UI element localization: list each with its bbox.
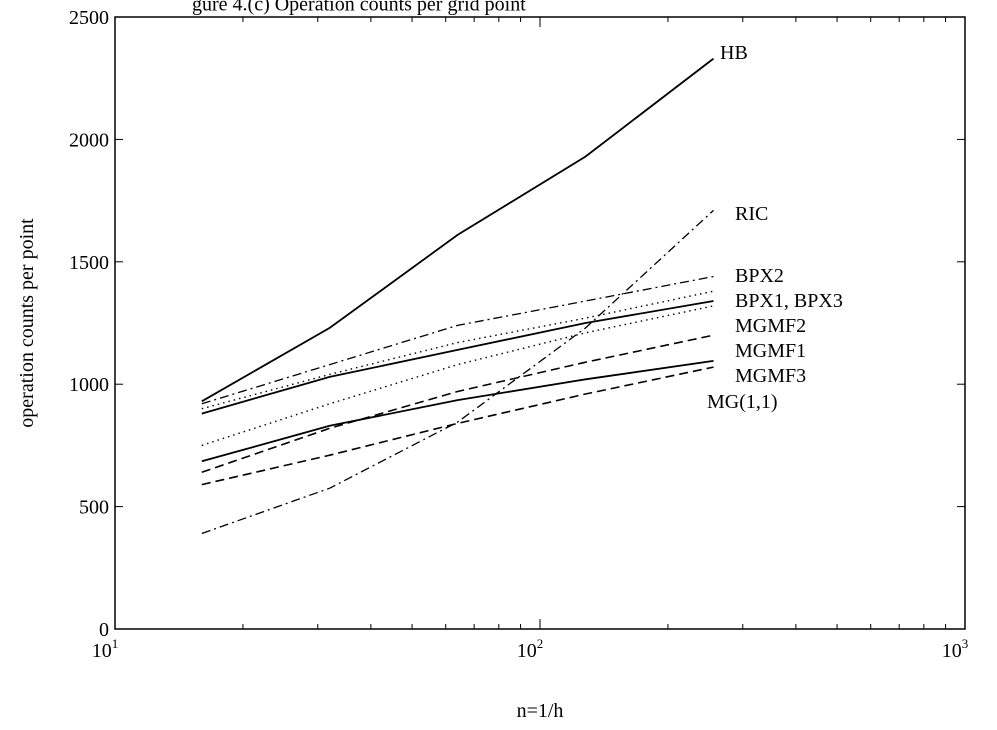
x-tick-label: 103: [942, 636, 969, 662]
y-tick-label: 1500: [69, 252, 109, 274]
y-tick-label: 1000: [69, 374, 109, 396]
series-line-mgmf1: [201, 334, 714, 474]
y-tick-label: 2500: [69, 7, 109, 29]
x-axis-ticks: 101 102 103: [92, 17, 969, 662]
x-tick-label: 102: [517, 636, 544, 662]
plot-frame: [114, 16, 966, 630]
series-line-mgmf2: [201, 300, 714, 415]
series-line-bpx1-bpx3: [201, 305, 714, 447]
series-lines: [201, 57, 715, 535]
series-label-mgmf1: MGMF1: [735, 340, 806, 362]
x-tick-label: 101: [92, 636, 119, 662]
series-label-ric: RIC: [735, 203, 768, 225]
y-axis-label: operation counts per point: [16, 218, 38, 428]
series-line-mgmf3: [201, 360, 714, 463]
series-line-hb: [201, 57, 715, 403]
series-labels: HB RIC BPX2 BPX1, BPX3 MGMF2 MGMF1 MGMF3 MG(1,1…: [707, 42, 843, 413]
series-label-mg-1-1: MG(1,1): [707, 391, 778, 413]
series-label-mgmf3: MGMF3: [735, 365, 806, 387]
y-tick-label: 500: [79, 497, 109, 519]
series-label-bpx1-bpx3: BPX1, BPX3: [735, 290, 843, 312]
y-tick-label: 2000: [69, 129, 109, 151]
series-label-mgmf2: MGMF2: [735, 315, 806, 337]
y-tick-label: 0: [99, 619, 109, 641]
series-line-mg-1-1: [201, 366, 714, 486]
series-label-bpx2: BPX2: [735, 265, 784, 287]
x-axis-label: n=1/h: [517, 700, 564, 722]
series-line-ric: [201, 209, 714, 535]
series-label-hb: HB: [720, 42, 748, 64]
chart-title: gure 4.(c) Operation counts per grid poi…: [192, 0, 526, 16]
y-axis-ticks: 0 500 1000 1500 2000 2500: [69, 7, 965, 641]
series-line-bpx1-bpx3: [201, 290, 714, 410]
series-line-bpx2: [201, 275, 714, 405]
